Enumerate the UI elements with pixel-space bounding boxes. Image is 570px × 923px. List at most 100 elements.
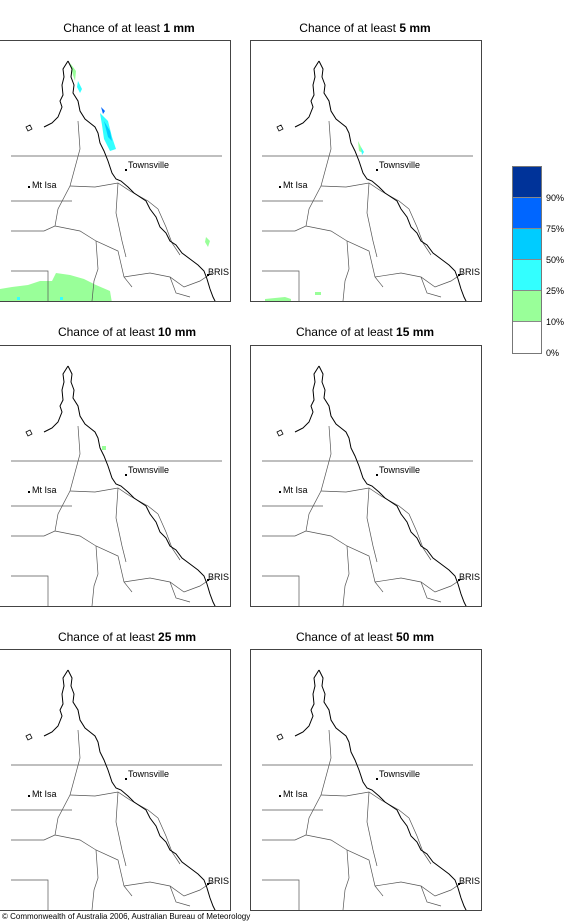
brisbane-marker — [458, 274, 460, 276]
coastline — [294, 365, 320, 433]
mt-isa-label: Mt Isa — [283, 180, 308, 190]
mt-isa-label: Mt Isa — [283, 789, 308, 799]
map-panel-15mm: Townsville Mt Isa BRIS — [250, 345, 482, 607]
townsville-marker — [125, 169, 127, 171]
district-boundary — [115, 182, 127, 258]
mt-isa-marker — [279, 795, 281, 797]
mt-isa-marker — [28, 491, 30, 493]
panel-title-5mm: Chance of at least 5 mm — [299, 21, 431, 35]
copyright-footer: © Commonwealth of Australia 2006, Austra… — [2, 912, 251, 921]
townsville-label: Townsville — [128, 160, 170, 170]
district-boundary — [91, 545, 99, 606]
district-boundary — [69, 791, 159, 819]
queensland-map — [262, 669, 473, 910]
legend-swatch-0 — [513, 322, 541, 353]
queensland-map — [0, 60, 222, 301]
mt-isa-label: Mt Isa — [32, 180, 57, 190]
district-boundary — [262, 425, 332, 537]
coastline — [43, 60, 69, 128]
brisbane-label: BRIS — [208, 267, 230, 277]
district-boundary — [408, 817, 432, 865]
district-boundary — [262, 270, 300, 301]
panel-title-1mm: Chance of at least 1 mm — [63, 21, 195, 35]
district-boundary — [123, 272, 213, 288]
district-boundary — [420, 885, 442, 907]
mt-isa-marker — [28, 186, 30, 188]
rainfall-probability-area — [315, 292, 321, 295]
queensland-map — [262, 365, 473, 606]
district-boundary — [157, 513, 181, 561]
rainfall-probability-area — [101, 107, 105, 114]
district-boundary — [11, 270, 49, 301]
map-panel-10mm: Townsville Mt Isa BRIS — [0, 345, 231, 607]
townsville-label: Townsville — [379, 465, 421, 475]
district-boundary — [69, 487, 159, 515]
mt-isa-label: Mt Isa — [32, 789, 57, 799]
townsville-marker — [376, 474, 378, 476]
district-boundary — [342, 849, 350, 910]
legend-swatch-90 — [513, 167, 541, 198]
brisbane-label: BRIS — [459, 572, 481, 582]
brisbane-label: BRIS — [459, 267, 481, 277]
district-boundary — [169, 885, 191, 907]
brisbane-marker — [207, 274, 209, 276]
district-boundary — [408, 208, 432, 256]
mt-isa-label: Mt Isa — [283, 485, 308, 495]
island-outline — [276, 124, 284, 132]
district-boundary — [91, 240, 99, 301]
map-panel-25mm: Townsville Mt Isa BRIS — [0, 649, 231, 911]
legend-swatch-75 — [513, 198, 541, 229]
rainfall-probability-area — [0, 273, 112, 301]
legend-label-0: 0% — [546, 348, 560, 358]
coastline — [294, 669, 320, 737]
legend-label-50: 50% — [546, 255, 565, 265]
district-boundary — [157, 208, 181, 256]
district-boundary — [11, 729, 81, 841]
island-outline — [25, 733, 33, 741]
coastline — [294, 60, 320, 128]
coastline — [318, 365, 467, 606]
rainfall-probability-area — [77, 81, 82, 93]
townsville-marker — [125, 474, 127, 476]
mt-isa-marker — [279, 186, 281, 188]
rainfall-probability-area — [265, 297, 291, 301]
rainfall-probability-area — [60, 297, 63, 300]
brisbane-label: BRIS — [208, 876, 230, 886]
coastline — [67, 669, 216, 910]
district-boundary — [123, 881, 213, 897]
district-boundary — [11, 120, 81, 232]
island-outline — [25, 124, 33, 132]
district-boundary — [374, 577, 464, 593]
district-boundary — [366, 487, 378, 563]
district-boundary — [420, 581, 442, 603]
townsville-marker — [376, 169, 378, 171]
brisbane-label: BRIS — [459, 876, 481, 886]
coastline — [318, 60, 467, 301]
district-boundary — [91, 849, 99, 910]
district-boundary — [305, 834, 384, 897]
district-boundary — [11, 879, 49, 910]
legend-label-25: 25% — [546, 286, 565, 296]
district-boundary — [305, 225, 384, 288]
district-boundary — [262, 120, 332, 232]
district-boundary — [169, 276, 191, 298]
district-boundary — [54, 834, 133, 897]
townsville-marker — [125, 778, 127, 780]
district-boundary — [366, 791, 378, 867]
island-outline — [276, 429, 284, 437]
legend-swatch-50 — [513, 229, 541, 260]
legend-swatch-25 — [513, 260, 541, 291]
map-panel-1mm: Townsville Mt Isa BRIS — [0, 40, 231, 302]
district-boundary — [320, 487, 410, 515]
mt-isa-marker — [279, 491, 281, 493]
district-boundary — [262, 729, 332, 841]
rainfall-probability-area — [102, 446, 106, 450]
townsville-label: Townsville — [379, 160, 421, 170]
district-boundary — [157, 817, 181, 865]
district-boundary — [320, 791, 410, 819]
district-boundary — [54, 225, 133, 288]
legend-label-90: 90% — [546, 193, 565, 203]
rainfall-probability-area — [205, 237, 210, 247]
map-panel-50mm: Townsville Mt Isa BRIS — [250, 649, 482, 911]
panel-title-10mm: Chance of at least 10 mm — [57, 325, 197, 339]
